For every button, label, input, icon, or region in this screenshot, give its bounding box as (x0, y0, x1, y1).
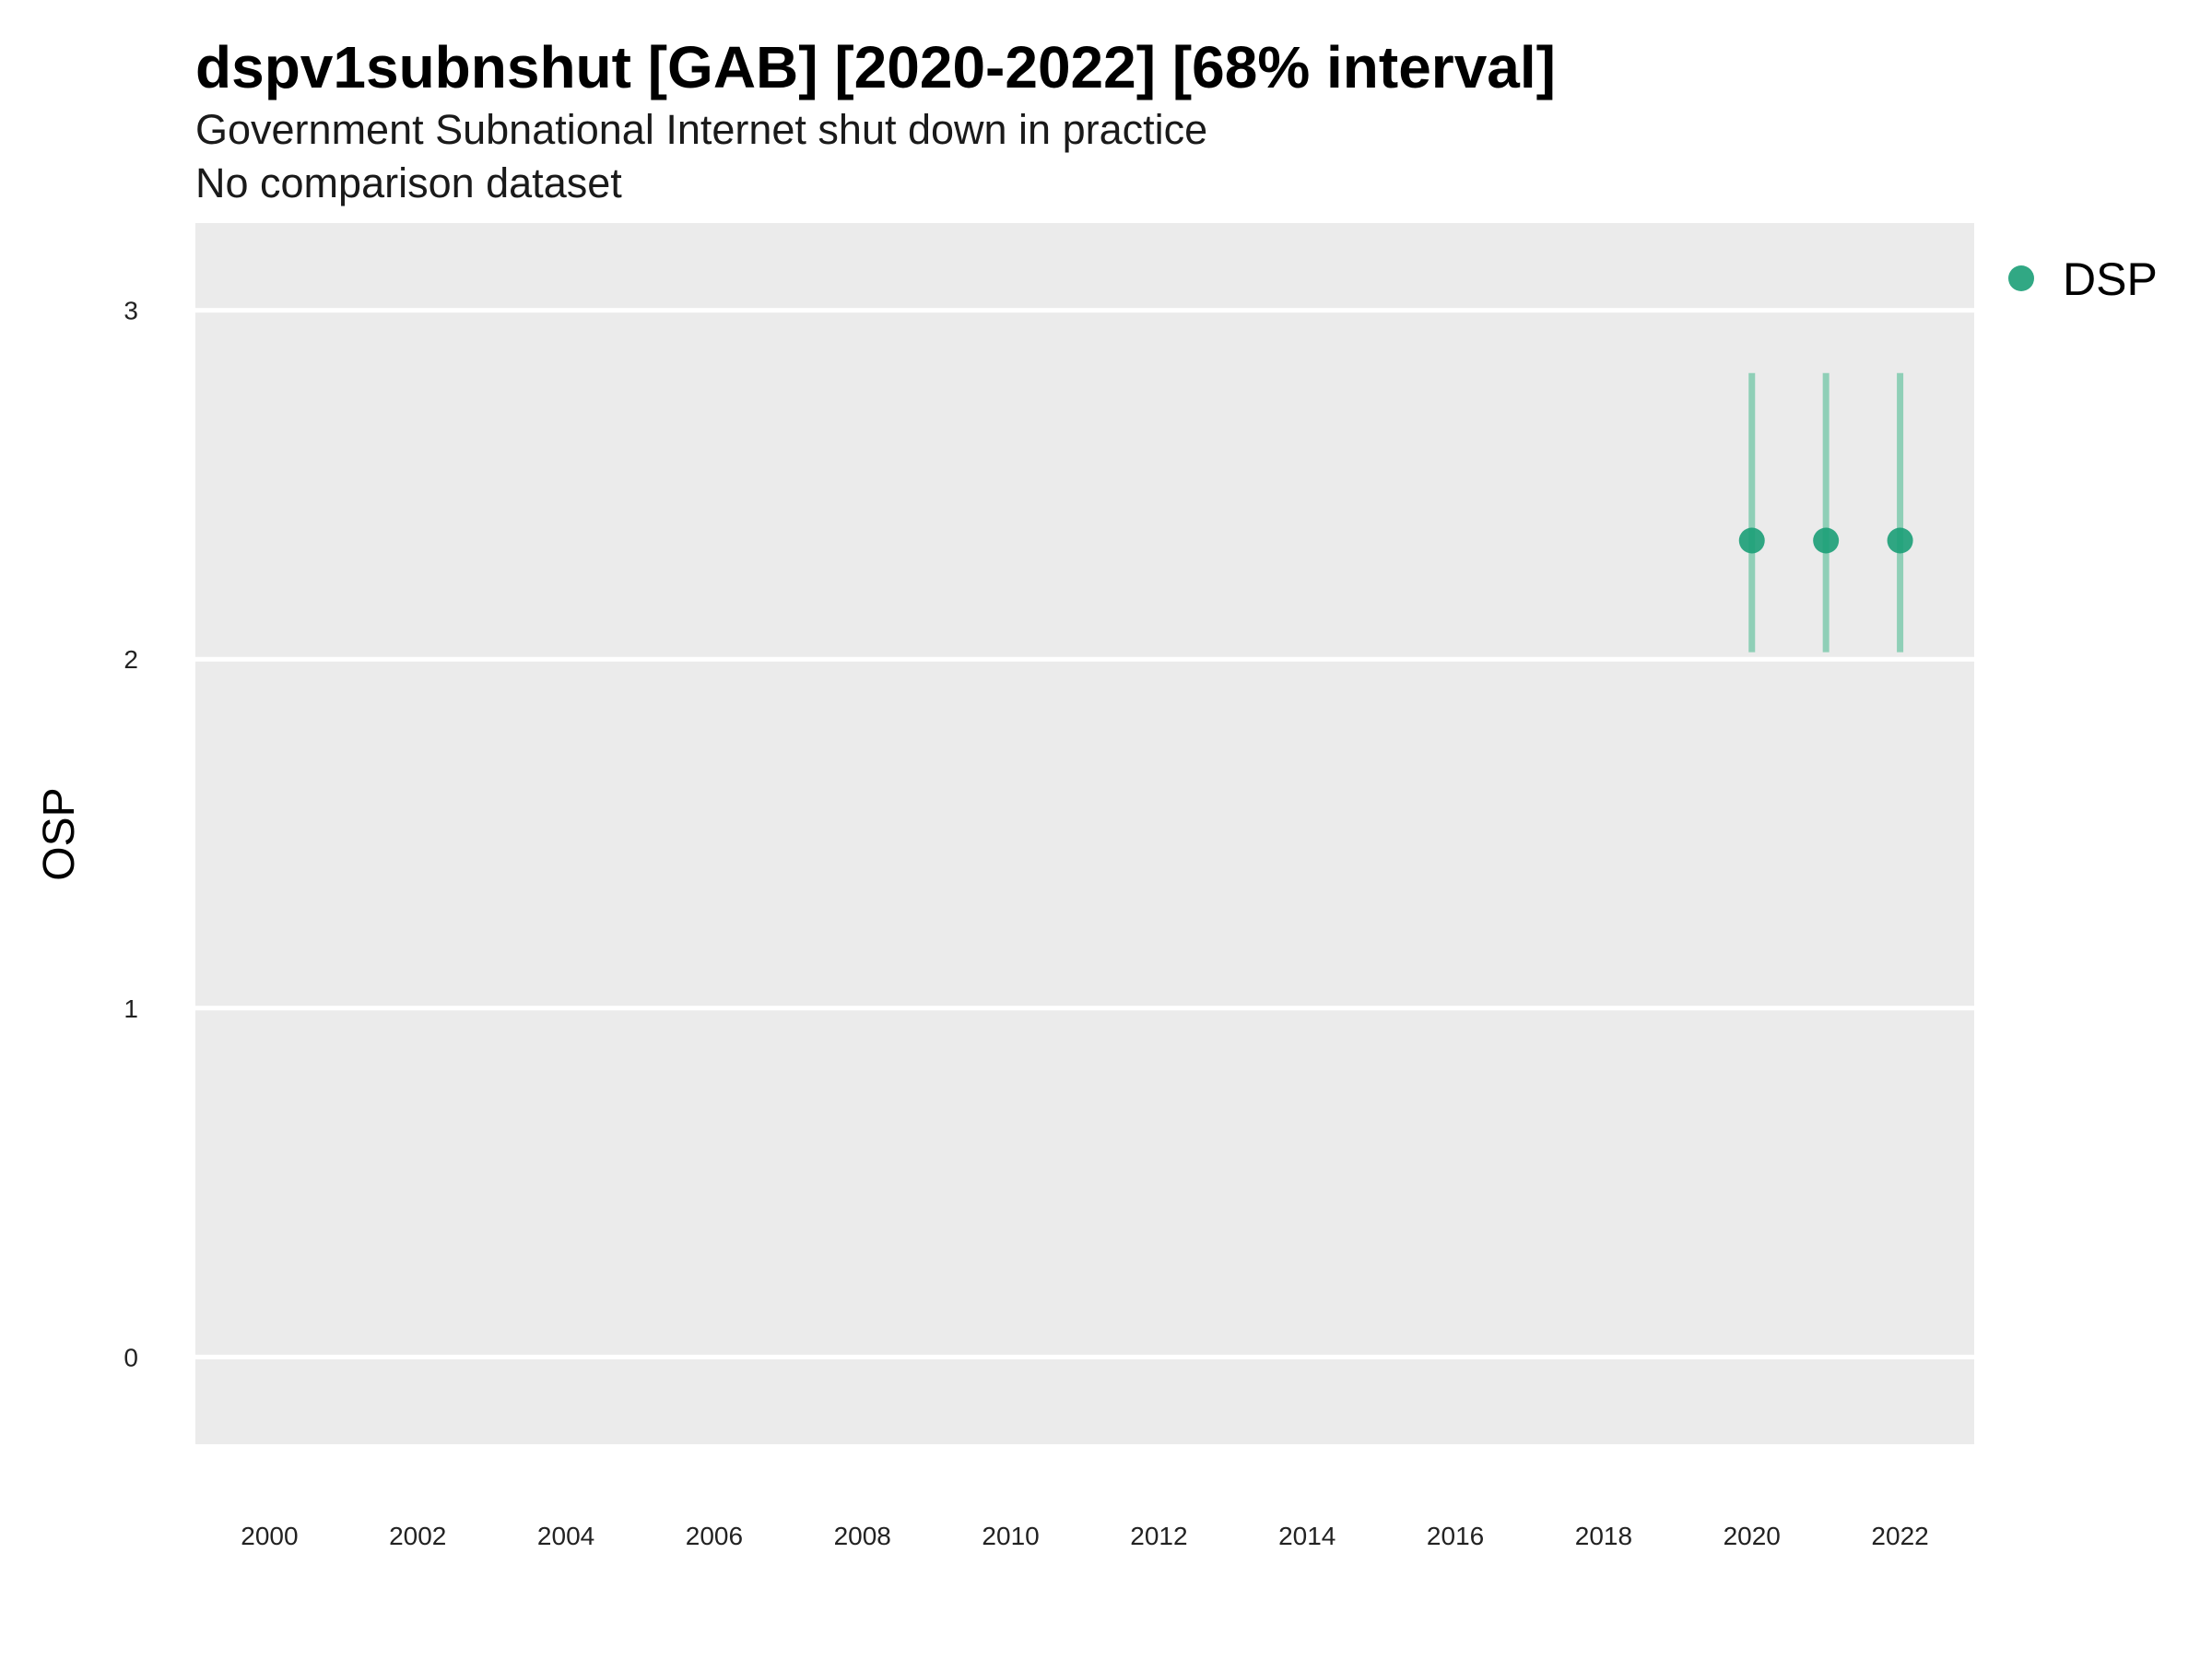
legend-key-dsp (2008, 265, 2034, 291)
x-tick-label-2002: 2002 (389, 1522, 446, 1550)
x-tick-label-2014: 2014 (1278, 1522, 1335, 1550)
x-tick-label-2020: 2020 (1724, 1522, 1781, 1550)
x-tick-label-2000: 2000 (241, 1522, 298, 1550)
data-point-2022 (1887, 527, 1913, 554)
y-tick-label-1: 1 (124, 994, 138, 1023)
chart-title: dspv1subnshut [GAB] [2020-2022] [68% int… (195, 34, 1556, 100)
x-tick-label-2004: 2004 (537, 1522, 594, 1550)
x-tick-label-2016: 2016 (1427, 1522, 1484, 1550)
x-tick-label-2018: 2018 (1575, 1522, 1632, 1550)
x-tick-label-2010: 2010 (982, 1522, 1039, 1550)
y-tick-label-0: 0 (124, 1343, 138, 1371)
legend: DSP (2008, 253, 2158, 305)
x-tick-label-2012: 2012 (1130, 1522, 1187, 1550)
x-axis-ticks: 2000 2002 2004 2006 2008 2010 2012 2014 2016 2018… (241, 1522, 1928, 1550)
y-axis-title: OSP (35, 787, 84, 880)
x-tick-label-2006: 2006 (686, 1522, 743, 1550)
x-tick-label-2022: 2022 (1871, 1522, 1928, 1550)
y-tick-label-3: 3 (124, 297, 138, 325)
y-axis-ticks: 0 1 2 3 (124, 297, 138, 1372)
x-tick-label-2008: 2008 (834, 1522, 891, 1550)
data-marks (1738, 372, 1913, 653)
grid-lines (195, 308, 1974, 1359)
legend-label-dsp: DSP (2063, 253, 2158, 305)
plot-panel (195, 223, 1974, 1444)
y-tick-label-2: 2 (124, 645, 138, 674)
data-point-2021 (1813, 527, 1840, 554)
chart-subtitle: Government Subnational Internet shut dow… (195, 106, 1207, 153)
data-point-2020 (1738, 527, 1765, 554)
chart-caption: No comparison dataset (195, 159, 622, 206)
